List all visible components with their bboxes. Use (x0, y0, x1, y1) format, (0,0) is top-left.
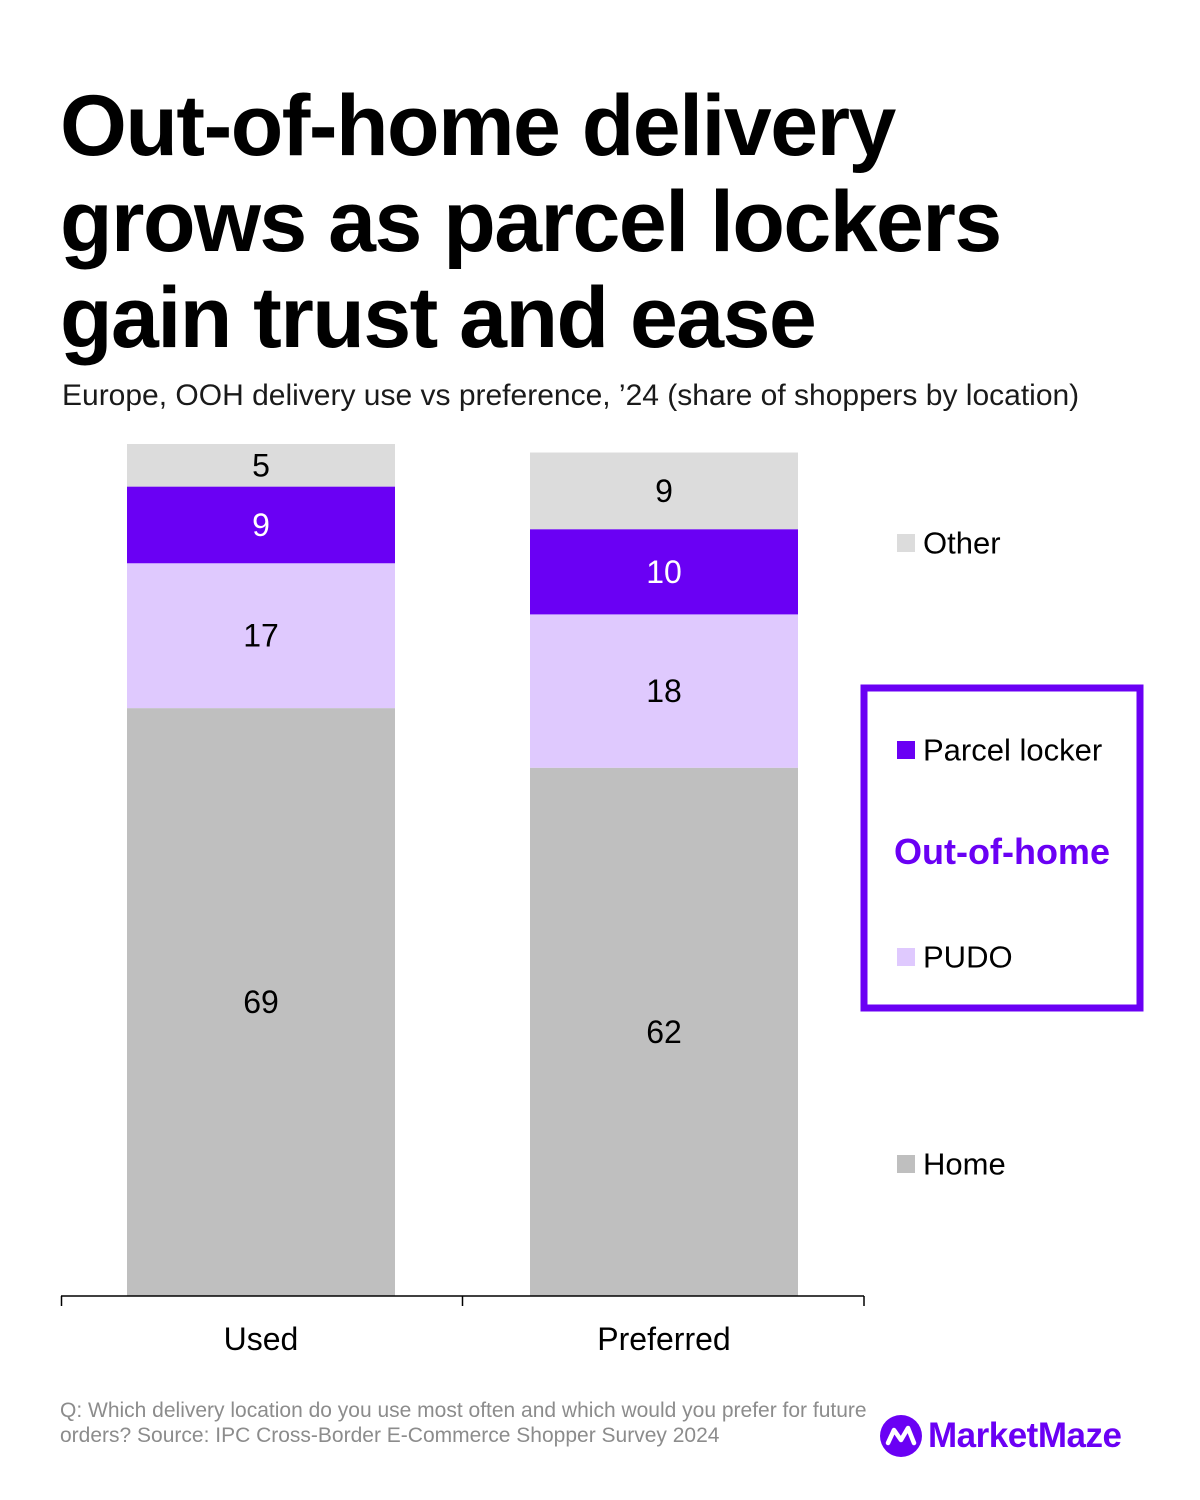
data-label: 9 (655, 473, 673, 509)
category-label: Preferred (597, 1321, 730, 1357)
legend-swatch-home (897, 1155, 915, 1173)
out-of-home-group-box (860, 684, 1144, 1012)
data-label: 10 (646, 554, 682, 590)
bar-pudo-preferred (530, 614, 798, 768)
data-label: 17 (243, 618, 279, 654)
stacked-bar-chart: 69 17 9 5 62 18 10 9 Used Preferred Out-of-home … (60, 444, 1144, 1357)
legend-label-home: Home (923, 1147, 1006, 1182)
data-label: 9 (252, 507, 270, 543)
legend-swatch-parcel-locker (897, 741, 915, 759)
legend-label-pudo: PUDO (923, 940, 1013, 975)
legend-label-parcel-locker: Parcel locker (923, 733, 1102, 768)
data-label: 62 (646, 1014, 682, 1050)
chart-subtitle: Europe, OOH delivery use vs preference, … (62, 379, 1080, 412)
legend-swatch-pudo (897, 948, 915, 966)
x-axis: Used Preferred (60, 1295, 865, 1357)
category-label: Used (224, 1321, 299, 1357)
bar-home-preferred (530, 767, 798, 1296)
bar-parcel-locker-preferred (530, 529, 798, 615)
chart-title: Out-of-home delivery grows as parcel loc… (60, 78, 1002, 366)
bar-other-used (127, 444, 395, 487)
marketmaze-logo-icon (880, 1415, 922, 1457)
brand-logo: MarketMaze (880, 1412, 1122, 1460)
out-of-home-group-label: Out-of-home (894, 831, 1110, 872)
legend-label-other: Other (923, 526, 1001, 561)
bar-other-preferred (530, 452, 798, 530)
data-label: 69 (243, 984, 279, 1020)
bars-layer: 69 17 9 5 62 18 10 9 (127, 444, 798, 1296)
data-label: 5 (252, 447, 270, 483)
bar-pudo-used (127, 563, 395, 709)
legend-swatch-other (897, 534, 915, 552)
data-label: 18 (646, 673, 682, 709)
footnote-source: Q: Which delivery location do you use mo… (60, 1399, 867, 1447)
brand-name: MarketMaze (928, 1416, 1122, 1455)
bar-parcel-locker-used (127, 486, 395, 564)
legend: Out-of-home Home PUDO Parcel locker Other (860, 526, 1144, 1182)
bar-home-used (127, 708, 395, 1296)
